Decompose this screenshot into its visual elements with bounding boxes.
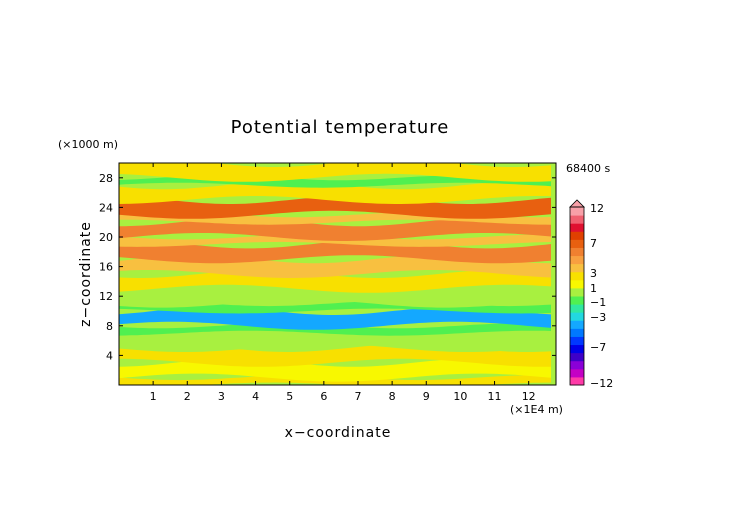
x-tick-label: 6	[320, 390, 327, 403]
y-tick-label: 12	[99, 290, 113, 303]
colorbar-tick-label: −12	[590, 377, 613, 390]
colorbar-cell	[570, 271, 584, 281]
colorbar-cell	[570, 328, 584, 337]
heatmap-field	[119, 163, 556, 385]
colorbar-cell	[570, 304, 584, 313]
colorbar-cell	[570, 312, 584, 321]
x-tick-label: 1	[150, 390, 157, 403]
x-tick-label: 10	[453, 390, 467, 403]
colorbar-cell	[570, 207, 584, 216]
colorbar-cell	[570, 368, 584, 378]
x-axis-label: x−coordinate	[285, 425, 392, 441]
heatmap-band	[119, 284, 551, 308]
colorbar-cell	[570, 223, 584, 232]
y-tick-label: 4	[106, 349, 113, 362]
heatmap-band	[119, 270, 551, 293]
x-tick-label: 4	[252, 390, 259, 403]
colorbar-tick-label: 7	[590, 237, 597, 250]
colorbar: 12 7 3 1−1 −3 −7 −12	[569, 199, 613, 390]
colorbar-cell	[570, 279, 584, 289]
heatmap-band	[119, 323, 551, 336]
y-tick-label: 24	[99, 201, 113, 214]
heatmap-band	[119, 218, 551, 241]
colorbar-cell	[570, 296, 584, 305]
y-axis-label: z−coordinate	[78, 221, 94, 327]
colorbar-tick-label: 1	[590, 282, 597, 295]
colorbar-cell	[570, 344, 584, 354]
x-axis: 1 2 3 4 5 6 7 8 9 10 11 12	[150, 163, 536, 403]
y-axis: 4 8 12 16 20 24 28	[99, 172, 556, 362]
colorbar-cell	[570, 247, 584, 257]
x-tick-label: 2	[184, 390, 191, 403]
x-tick-label: 8	[389, 390, 396, 403]
colorbar-frame	[569, 206, 585, 386]
x-tick-label: 5	[286, 390, 293, 403]
colorbar-max-arrow	[569, 199, 585, 208]
colorbar-tick-label: −3	[590, 311, 606, 324]
y-tick-label: 28	[99, 172, 113, 185]
x-unit-label: (×1E4 m)	[510, 403, 563, 416]
heatmap-band	[119, 329, 551, 352]
colorbar-cell	[570, 320, 584, 329]
plot-frame	[118, 162, 557, 386]
heatmap-band	[119, 181, 551, 204]
colorbar-cell	[570, 360, 584, 370]
y-tick-label: 8	[106, 320, 113, 333]
colorbar-tick-label: 12	[590, 202, 604, 215]
colorbar-cell	[570, 239, 584, 248]
colorbar-cell	[570, 376, 584, 386]
y-tick-label: 20	[99, 231, 113, 244]
x-tick-label: 3	[218, 390, 225, 403]
colorbar-cell	[570, 215, 584, 224]
colorbar-cell	[570, 263, 584, 273]
y-unit-label: (×1000 m)	[58, 138, 118, 151]
colorbar-tick-label: −7	[590, 341, 606, 354]
time-label: 68400 s	[566, 162, 610, 175]
colorbar-tick-label: −1	[590, 296, 606, 309]
y-tick-label: 16	[99, 261, 113, 274]
colorbar-cell	[570, 255, 584, 265]
colorbar-cell	[570, 287, 584, 297]
x-tick-label: 9	[423, 390, 430, 403]
x-tick-label: 12	[522, 390, 536, 403]
colorbar-cell	[570, 352, 584, 362]
colorbar-cell	[570, 231, 584, 240]
colorbar-cell	[570, 336, 584, 346]
heatmap-band	[119, 196, 551, 219]
heatmap-band	[119, 163, 551, 182]
x-tick-label: 7	[354, 390, 361, 403]
x-tick-label: 11	[488, 390, 502, 403]
chart-title: Potential temperature	[231, 117, 450, 138]
colorbar-tick-label: 3	[590, 267, 597, 280]
